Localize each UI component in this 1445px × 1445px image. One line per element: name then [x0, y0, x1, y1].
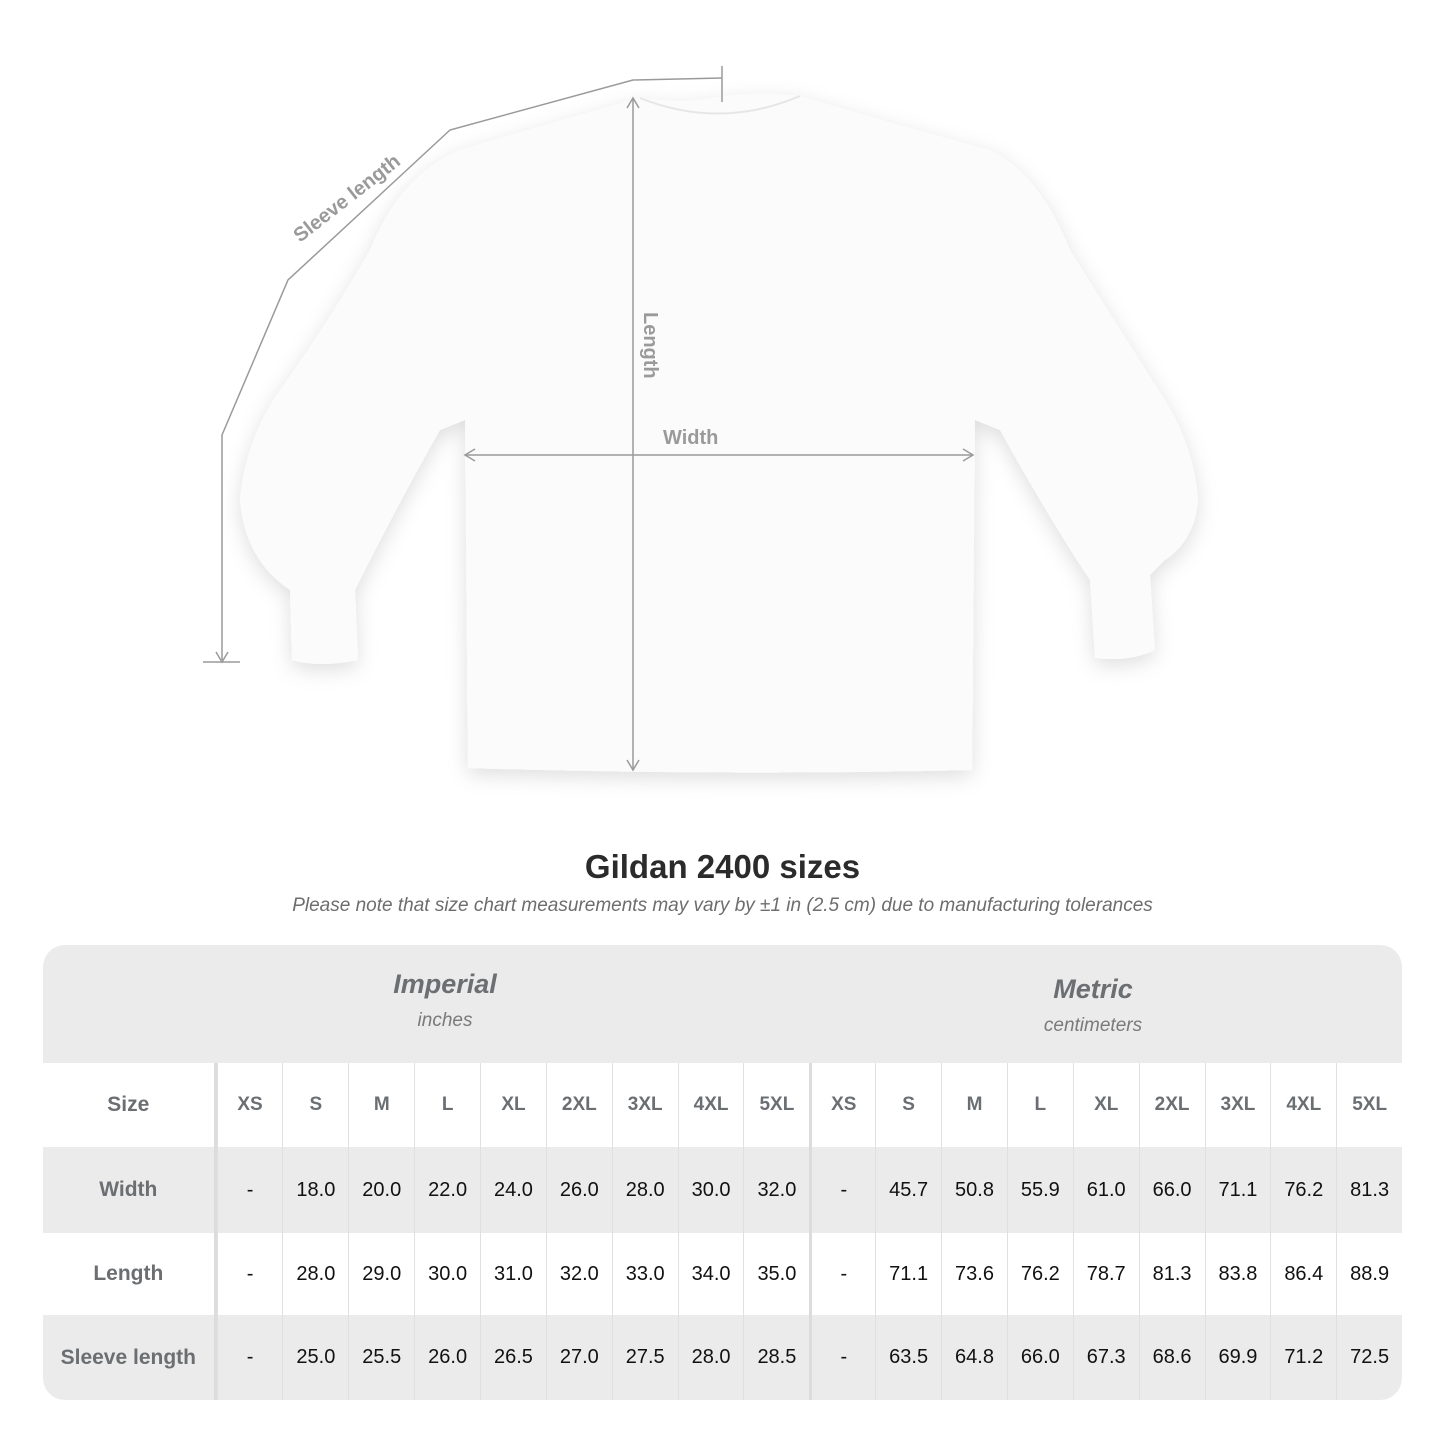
metric-header: Metric centimeters — [893, 974, 1293, 1037]
imperial-header: Imperial inches — [245, 969, 645, 1032]
page-title: Gildan 2400 sizes — [584, 848, 861, 885]
size-header-imperial: 5XL — [743, 1063, 809, 1147]
metric-value: 81.3 — [1138, 1233, 1205, 1315]
metric-value: 71.2 — [1270, 1315, 1336, 1400]
imperial-value: 22.0 — [414, 1147, 480, 1233]
imperial-value: 25.0 — [282, 1315, 348, 1400]
size-table: Imperial inches Metric centimeters Size X… — [43, 945, 1402, 1400]
size-header-imperial: XL — [480, 1063, 546, 1147]
size-header-imperial: S — [282, 1063, 348, 1147]
metric-value: 50.8 — [941, 1147, 1007, 1233]
imperial-value: 28.0 — [282, 1233, 348, 1315]
metric-value: 45.7 — [875, 1147, 941, 1233]
imperial-value: 28.0 — [677, 1315, 744, 1400]
size-header-metric: XS — [809, 1063, 875, 1147]
imperial-value: 35.0 — [743, 1233, 809, 1315]
metric-value: 66.0 — [1138, 1147, 1205, 1233]
imperial-value: 27.5 — [611, 1315, 678, 1400]
length-label: Length — [639, 312, 661, 379]
imperial-unit: inches — [417, 1010, 473, 1031]
metric-value: 69.9 — [1204, 1315, 1271, 1400]
size-header-row: Size XS S M L XL 2XL 3XL 4XL 5XL XS S M L XL 2XL 3XL 4XL 5… — [43, 1063, 1402, 1147]
imperial-value: 26.5 — [480, 1315, 546, 1400]
imperial-value: 32.0 — [743, 1147, 809, 1233]
metric-value: 67.3 — [1072, 1315, 1139, 1400]
size-header-label: Size — [43, 1063, 217, 1147]
size-header-metric: XL — [1072, 1063, 1139, 1147]
imperial-value: 28.0 — [611, 1147, 678, 1233]
metric-value: - — [809, 1315, 875, 1400]
table-row: Width -18.0 20.0 22.0 24.0 26.0 28.0 30.0 32.0-4… — [43, 1147, 1402, 1233]
imperial-value: 33.0 — [611, 1233, 678, 1315]
size-header-imperial: 4XL — [677, 1063, 744, 1147]
imperial-value: 32.0 — [545, 1233, 612, 1315]
imperial-value: 31.0 — [480, 1233, 546, 1315]
unit-header-band — [43, 945, 1402, 1063]
size-header-imperial: XS — [216, 1063, 283, 1147]
metric-value: 55.9 — [1006, 1147, 1073, 1233]
row-label: Sleeve length — [43, 1315, 217, 1400]
size-header-metric: 5XL — [1336, 1063, 1402, 1147]
table-row: Length -28.0 29.0 30.0 31.0 32.0 33.0 34.0 35.0-… — [43, 1233, 1402, 1315]
size-header-imperial: M — [348, 1063, 414, 1147]
metric-value: 71.1 — [1204, 1147, 1271, 1233]
tolerance-note: Please note that size chart measurements… — [292, 895, 1153, 916]
metric-value: 66.0 — [1006, 1315, 1073, 1400]
metric-value: - — [809, 1233, 875, 1315]
metric-title: Metric — [1053, 974, 1133, 1004]
size-header-metric: S — [875, 1063, 941, 1147]
table-row: Sleeve length -25.0 25.5 26.0 26.5 27.0 27.5 28… — [43, 1315, 1402, 1400]
size-header-imperial: L — [414, 1063, 480, 1147]
imperial-value: 30.0 — [677, 1147, 744, 1233]
size-header-imperial: 3XL — [611, 1063, 678, 1147]
metric-value: - — [809, 1147, 875, 1233]
row-label: Width — [43, 1147, 217, 1233]
size-header-metric: 3XL — [1204, 1063, 1271, 1147]
size-header-metric: L — [1006, 1063, 1073, 1147]
metric-value: 88.9 — [1336, 1233, 1402, 1315]
metric-value: 76.2 — [1270, 1147, 1336, 1233]
imperial-value: 26.0 — [414, 1315, 480, 1400]
metric-value: 76.2 — [1006, 1233, 1073, 1315]
imperial-value: 34.0 — [677, 1233, 744, 1315]
metric-value: 78.7 — [1072, 1233, 1139, 1315]
metric-value: 73.6 — [941, 1233, 1007, 1315]
measurement-lines — [203, 66, 975, 772]
metric-value: 71.1 — [875, 1233, 941, 1315]
imperial-title: Imperial — [393, 969, 497, 999]
metric-value: 81.3 — [1336, 1147, 1402, 1233]
imperial-value: 28.5 — [743, 1315, 809, 1400]
width-label: Width — [663, 427, 718, 449]
sleeve-length-line — [221, 77, 723, 660]
imperial-value: 24.0 — [480, 1147, 546, 1233]
metric-value: 83.8 — [1204, 1233, 1271, 1315]
size-header-metric: 4XL — [1270, 1063, 1336, 1147]
size-header-metric: M — [941, 1063, 1007, 1147]
row-label: Length — [43, 1233, 217, 1315]
shirt-diagram: Sleeve length Length Width — [203, 66, 1198, 773]
imperial-value: 30.0 — [414, 1233, 480, 1315]
long-sleeve-shirt-image — [240, 93, 1198, 773]
imperial-value: 26.0 — [545, 1147, 612, 1233]
metric-unit: centimeters — [1043, 1015, 1143, 1036]
size-header-imperial: 2XL — [545, 1063, 612, 1147]
imperial-value: 25.5 — [348, 1315, 414, 1400]
imperial-value: 20.0 — [348, 1147, 414, 1233]
imperial-value: 27.0 — [545, 1315, 612, 1400]
metric-value: 64.8 — [941, 1315, 1007, 1400]
imperial-value: - — [216, 1315, 283, 1400]
metric-value: 61.0 — [1072, 1147, 1139, 1233]
metric-value: 72.5 — [1336, 1315, 1402, 1400]
size-header-metric: 2XL — [1138, 1063, 1205, 1147]
metric-value: 86.4 — [1270, 1233, 1336, 1315]
imperial-value: - — [216, 1147, 283, 1233]
metric-value: 63.5 — [875, 1315, 941, 1400]
metric-value: 68.6 — [1138, 1315, 1205, 1400]
imperial-value: 18.0 — [282, 1147, 348, 1233]
imperial-value: 29.0 — [348, 1233, 414, 1315]
imperial-value: - — [216, 1233, 283, 1315]
